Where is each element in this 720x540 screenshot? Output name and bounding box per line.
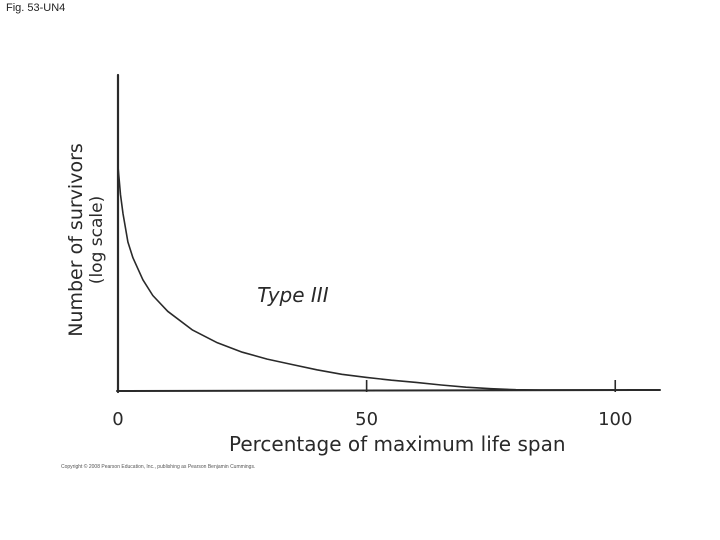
figure-label: Fig. 53-UN4	[6, 2, 66, 14]
x-tick-label-50: 50	[355, 409, 378, 430]
type-iii-annotation: Type III	[257, 283, 328, 307]
y-axis-label: Number of survivors	[65, 143, 87, 337]
x-tick-label-0: 0	[112, 409, 123, 430]
copyright-notice: Copyright © 2008 Pearson Education, Inc.…	[61, 464, 256, 470]
type-iii-curve	[117, 165, 616, 391]
x-tick-label-100: 100	[598, 409, 632, 430]
x-axis-label: Percentage of maximum life span	[229, 432, 566, 456]
x-tick-labels: 0 50 100	[112, 409, 632, 430]
y-axis-sublabel: (log scale)	[87, 196, 107, 284]
